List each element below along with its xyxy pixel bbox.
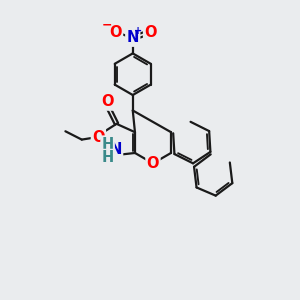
Text: O: O (92, 130, 105, 145)
Text: H: H (101, 150, 114, 165)
Text: O: O (144, 25, 157, 40)
Text: O: O (109, 25, 122, 40)
Text: +: + (134, 26, 142, 36)
Text: H: H (101, 136, 114, 152)
Text: N: N (127, 30, 139, 45)
Text: O: O (147, 156, 159, 171)
Text: N: N (110, 142, 122, 158)
Text: O: O (101, 94, 114, 110)
Text: −: − (102, 18, 112, 31)
